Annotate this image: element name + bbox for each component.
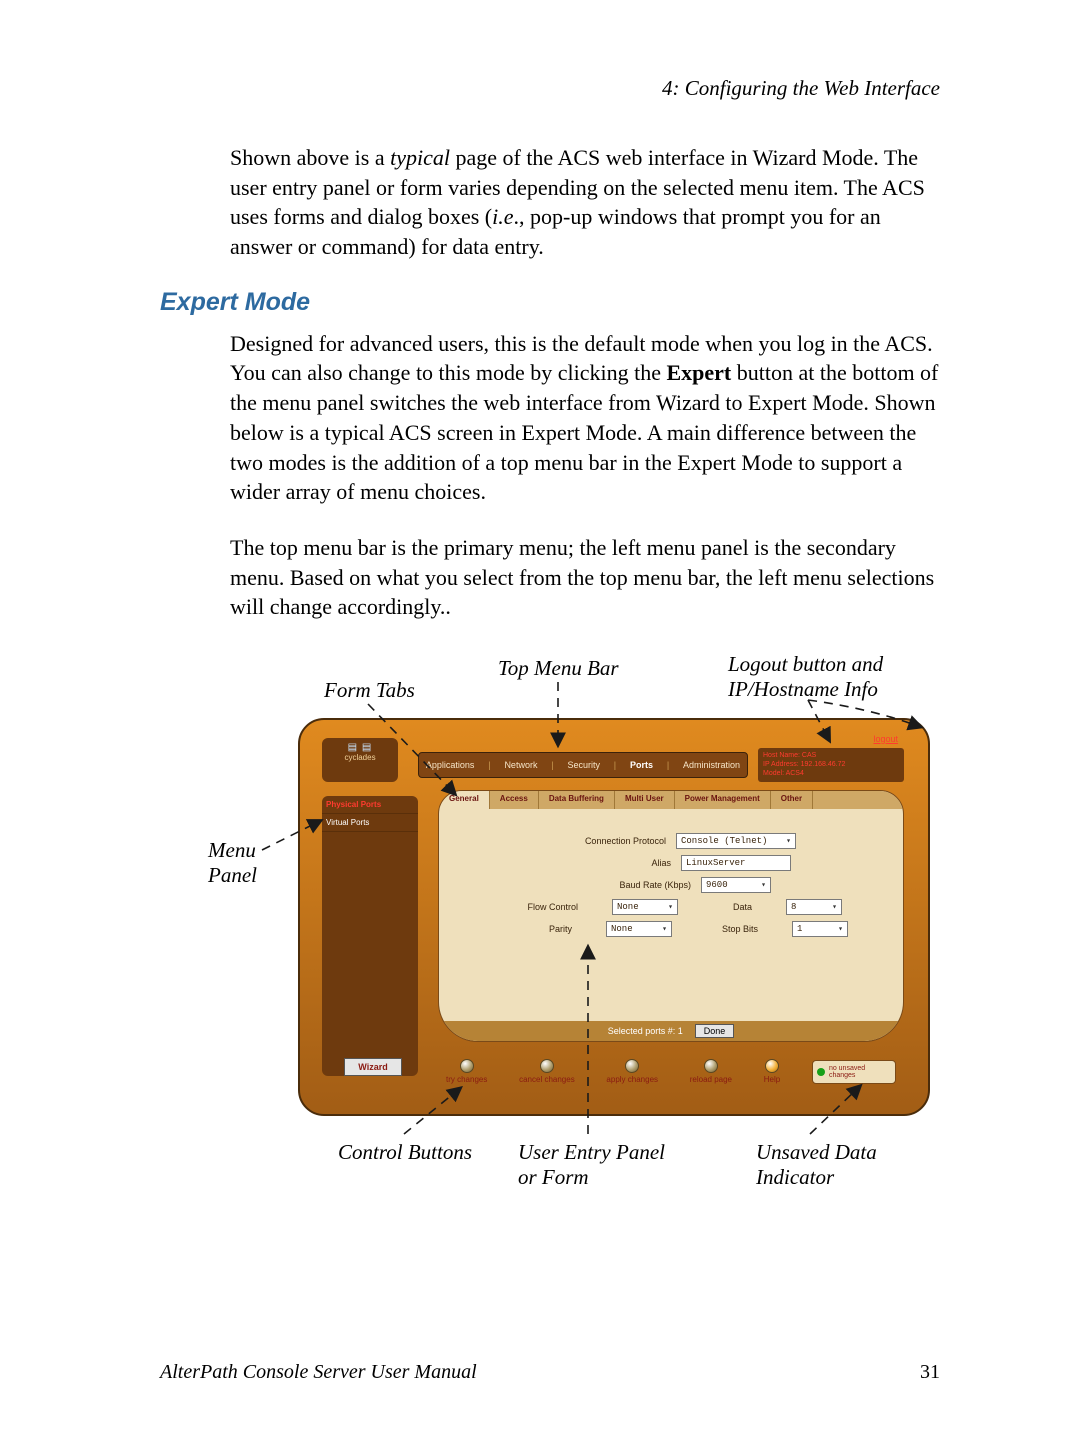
menu-panel: Physical Ports Virtual Ports	[322, 796, 418, 1076]
callout-form-tabs: Form Tabs	[324, 678, 415, 703]
wizard-button[interactable]: Wizard	[344, 1058, 402, 1076]
expert-mode-screenshot: ▤ ▤ cyclades logout Applications| Networ…	[298, 718, 930, 1116]
done-button[interactable]: Done	[695, 1024, 735, 1038]
callout-menu-panel: Menu Panel	[208, 838, 257, 888]
brand-logo: ▤ ▤ cyclades	[322, 738, 398, 782]
sidebar-item-virtual-ports[interactable]: Virtual Ports	[322, 814, 418, 832]
unsaved-changes-indicator: no unsavedchanges	[812, 1060, 896, 1084]
select-data[interactable]: 8▾	[786, 899, 842, 915]
t: Panel	[208, 863, 257, 887]
tab-other[interactable]: Other	[771, 791, 813, 809]
t: Menu	[208, 838, 256, 862]
top-menu-bar: Applications| Network| Security| Ports| …	[418, 752, 748, 778]
select-stop-bits[interactable]: 1▾	[792, 921, 848, 937]
label-parity: Parity	[494, 924, 572, 934]
callout-user-entry-panel: User Entry Panel or Form	[518, 1140, 665, 1190]
chevron-down-icon: ▾	[786, 836, 791, 846]
expert-paragraph-2: The top menu bar is the primary menu; th…	[160, 533, 940, 622]
page-footer: AlterPath Console Server User Manual 31	[160, 1361, 940, 1384]
callout-top-menu-bar: Top Menu Bar	[498, 656, 619, 681]
topmenu-item-ports[interactable]: Ports	[630, 760, 653, 770]
status-dot-icon	[817, 1068, 825, 1076]
intro-paragraph: Shown above is a typical page of the ACS…	[160, 143, 940, 262]
selected-ports-bar: Selected ports #: 1 Done	[439, 1021, 903, 1041]
t: Unsaved Data	[756, 1140, 877, 1164]
select-baud-rate[interactable]: 9600▾	[701, 877, 771, 893]
tab-access[interactable]: Access	[490, 791, 539, 809]
host-name: Host Name: CAS	[763, 751, 899, 760]
select-flow-control[interactable]: None▾	[612, 899, 678, 915]
control-buttons-row: try changes cancel changes apply changes…	[438, 1054, 904, 1090]
apply-changes-button[interactable]: apply changes	[606, 1059, 658, 1084]
topmenu-item-network[interactable]: Network	[504, 760, 537, 770]
label-stop-bits: Stop Bits	[706, 924, 758, 934]
input-alias[interactable]: LinuxServer	[681, 855, 791, 871]
chevron-down-icon: ▾	[838, 924, 843, 934]
form-body: Connection Protocol Console (Telnet)▾ Al…	[439, 809, 903, 951]
user-entry-panel: General Access Data Buffering Multi User…	[438, 790, 904, 1042]
t: typical	[390, 145, 450, 170]
tab-general[interactable]: General	[439, 791, 490, 809]
callout-logout-info: Logout button and IP/Hostname Info	[728, 652, 883, 702]
section-heading: Expert Mode	[160, 288, 940, 317]
t: Indicator	[756, 1165, 834, 1189]
label-flow-control: Flow Control	[500, 902, 578, 912]
callout-control-buttons: Control Buttons	[338, 1140, 472, 1165]
cancel-changes-button[interactable]: cancel changes	[519, 1059, 575, 1084]
t: IP/Hostname Info	[728, 677, 878, 701]
chevron-down-icon: ▾	[761, 880, 766, 890]
label-baud-rate: Baud Rate (Kbps)	[571, 880, 691, 890]
select-connection-protocol[interactable]: Console (Telnet)▾	[676, 833, 796, 849]
label-data: Data	[712, 902, 752, 912]
host-model: Model: ACS4	[763, 769, 899, 778]
expert-paragraph-1: Designed for advanced users, this is the…	[160, 329, 940, 507]
expert-mode-figure: Form Tabs Top Menu Bar Logout button and…	[218, 650, 998, 1190]
form-tabs: General Access Data Buffering Multi User…	[439, 791, 903, 809]
tab-data-buffering[interactable]: Data Buffering	[539, 791, 615, 809]
reload-page-button[interactable]: reload page	[690, 1059, 732, 1084]
page-number: 31	[920, 1361, 940, 1384]
t: Shown above is a	[230, 145, 390, 170]
label-connection-protocol: Connection Protocol	[546, 836, 666, 846]
callout-unsaved-data: Unsaved Data Indicator	[756, 1140, 877, 1190]
help-button[interactable]: Help	[764, 1059, 780, 1084]
footer-title: AlterPath Console Server User Manual	[160, 1361, 477, 1384]
t: User Entry Panel	[518, 1140, 665, 1164]
t: Expert	[666, 360, 731, 385]
logout-link[interactable]: logout	[873, 734, 898, 744]
chevron-down-icon: ▾	[662, 924, 667, 934]
tab-multi-user[interactable]: Multi User	[615, 791, 675, 809]
running-head: 4: Configuring the Web Interface	[160, 76, 940, 101]
chevron-down-icon: ▾	[668, 902, 673, 912]
tab-power-management[interactable]: Power Management	[675, 791, 771, 809]
chevron-down-icon: ▾	[832, 902, 837, 912]
topmenu-item-applications[interactable]: Applications	[426, 760, 475, 770]
host-info-box: Host Name: CAS IP Address: 192.168.46.72…	[758, 748, 904, 782]
topmenu-item-security[interactable]: Security	[567, 760, 600, 770]
label-alias: Alias	[551, 858, 671, 868]
t: i.e	[492, 204, 513, 229]
t: Logout button and	[728, 652, 883, 676]
brand-text: cyclades	[322, 753, 398, 762]
t: or Form	[518, 1165, 589, 1189]
host-ip: IP Address: 192.168.46.72	[763, 760, 899, 769]
sidebar-item-physical-ports[interactable]: Physical Ports	[322, 796, 418, 814]
select-parity[interactable]: None▾	[606, 921, 672, 937]
selected-ports-text: Selected ports #: 1	[608, 1026, 683, 1036]
try-changes-button[interactable]: try changes	[446, 1059, 487, 1084]
topmenu-item-administration[interactable]: Administration	[683, 760, 740, 770]
logo-glyph-icon: ▤ ▤	[322, 742, 398, 753]
